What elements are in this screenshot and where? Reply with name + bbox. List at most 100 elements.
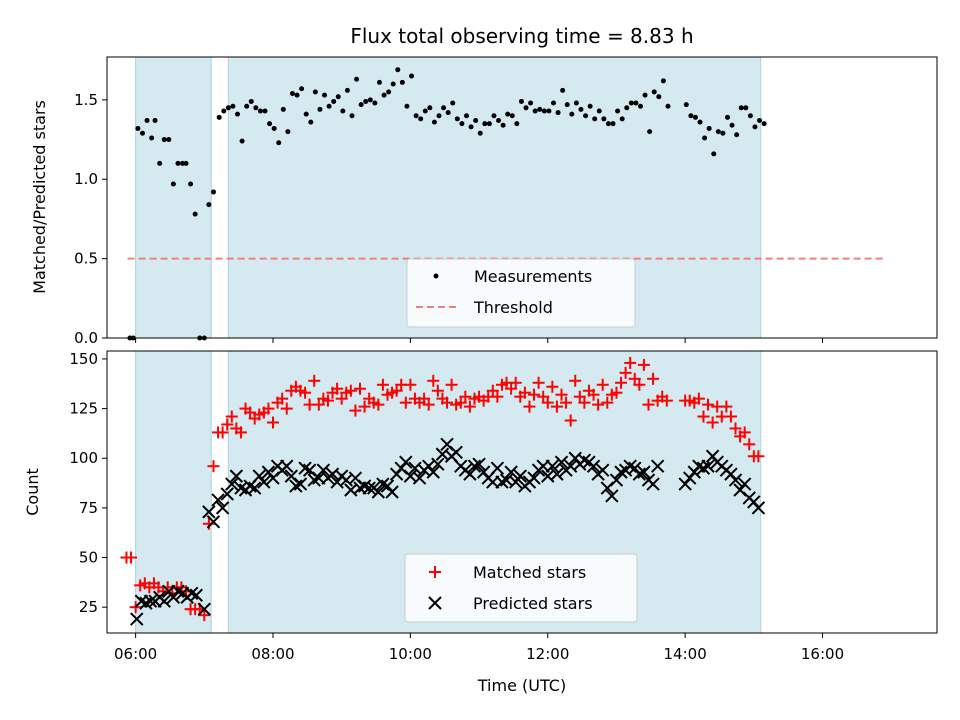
measurement-point bbox=[445, 110, 451, 116]
matched-star-point bbox=[198, 609, 211, 622]
measurement-point bbox=[619, 116, 625, 122]
bottom-y-tick-label: 100 bbox=[69, 449, 98, 467]
measurement-point bbox=[706, 125, 712, 131]
measurement-point bbox=[720, 130, 726, 136]
matched-star-point bbox=[578, 396, 591, 409]
measurement-point bbox=[468, 124, 474, 130]
matched-star-point bbox=[642, 398, 655, 411]
measurement-point bbox=[358, 102, 364, 108]
measurement-point bbox=[349, 113, 355, 119]
top-y-tick-label: 0.0 bbox=[74, 329, 98, 347]
measurement-point bbox=[285, 129, 291, 135]
measurement-point bbox=[308, 119, 314, 125]
predicted-star-point bbox=[605, 489, 619, 503]
measurement-point bbox=[496, 118, 502, 124]
measurement-point bbox=[473, 118, 479, 124]
predicted-star-point bbox=[385, 485, 399, 499]
measurement-point bbox=[216, 114, 222, 120]
measurement-point bbox=[724, 114, 730, 120]
measurement-point bbox=[528, 100, 534, 106]
measurement-point bbox=[555, 110, 561, 116]
measurement-point bbox=[418, 116, 424, 122]
measurement-point bbox=[683, 102, 689, 108]
measurement-point bbox=[500, 122, 506, 128]
top-y-tick-label: 0.5 bbox=[74, 250, 98, 268]
legend-marker-predicted-stars bbox=[428, 596, 442, 610]
matched-star-point bbox=[720, 400, 733, 413]
predicted-star-point bbox=[449, 445, 463, 459]
count-points bbox=[120, 356, 766, 626]
matched-star-point bbox=[321, 394, 334, 407]
predicted-star-point bbox=[650, 459, 665, 473]
bottom-legend: Matched stars Predicted stars bbox=[404, 553, 638, 623]
legend-label-matched-stars: Matched stars bbox=[473, 563, 586, 582]
predicted-star-point bbox=[490, 461, 505, 475]
legend-marker-measurements bbox=[433, 273, 439, 279]
predicted-star-point bbox=[596, 463, 610, 477]
measurement-point bbox=[688, 113, 694, 119]
measurement-point bbox=[436, 113, 442, 119]
measurement-point bbox=[541, 108, 547, 114]
predicted-star-point bbox=[293, 477, 308, 491]
measurement-point bbox=[747, 113, 753, 119]
measurement-point bbox=[660, 78, 666, 84]
measurement-point bbox=[192, 211, 198, 217]
measurement-point bbox=[322, 92, 328, 98]
bottom-y-ticks: 25 50 75 100 125 150 bbox=[69, 350, 107, 616]
predicted-star-point bbox=[185, 586, 199, 600]
measurement-point bbox=[381, 92, 387, 98]
measurement-point bbox=[144, 118, 150, 124]
measurement-point bbox=[367, 97, 373, 103]
measurement-point bbox=[592, 116, 598, 122]
matched-star-point bbox=[569, 374, 582, 387]
predicted-star-point bbox=[646, 477, 660, 491]
measurement-point bbox=[514, 121, 520, 127]
matched-star-point bbox=[463, 400, 476, 413]
x-axis-label: Time (UTC) bbox=[477, 676, 566, 695]
measurement-point bbox=[651, 89, 657, 95]
matched-star-point bbox=[125, 551, 138, 564]
matched-star-point bbox=[592, 398, 605, 411]
matched-star-point bbox=[702, 398, 715, 411]
top-legend-box bbox=[406, 258, 636, 328]
matched-star-point bbox=[610, 386, 623, 399]
predicted-star-point bbox=[316, 463, 331, 477]
measurement-point bbox=[390, 81, 396, 87]
predicted-star-point bbox=[143, 594, 158, 608]
matched-star-point bbox=[518, 386, 531, 399]
matched-star-point bbox=[308, 374, 321, 387]
bottom-y-axis-label: Count bbox=[23, 468, 42, 516]
matched-star-point bbox=[596, 378, 609, 391]
predicted-star-point bbox=[701, 459, 715, 473]
legend-label-predicted-stars: Predicted stars bbox=[473, 594, 593, 613]
measurement-point bbox=[235, 111, 241, 117]
measurement-point bbox=[354, 76, 360, 82]
measurement-point bbox=[532, 108, 538, 114]
measurement-point bbox=[409, 73, 415, 79]
measurement-point bbox=[413, 113, 419, 119]
chart-title: Flux total observing time = 8.83 h bbox=[350, 24, 693, 48]
matched-star-point bbox=[422, 398, 435, 411]
predicted-star-point bbox=[467, 459, 482, 473]
measurement-point bbox=[477, 130, 483, 136]
measurement-point bbox=[441, 105, 447, 111]
predicted-star-point bbox=[637, 465, 651, 479]
measurement-point bbox=[642, 92, 648, 98]
predicted-star-point bbox=[751, 501, 766, 515]
matched-star-point bbox=[743, 438, 756, 451]
measurement-point bbox=[546, 108, 552, 114]
matched-star-point bbox=[637, 358, 650, 371]
x-tick-label: 08:00 bbox=[251, 645, 294, 663]
measurement-point bbox=[560, 87, 566, 93]
measurement-point bbox=[583, 113, 589, 119]
predicted-star-point bbox=[247, 481, 262, 495]
matched-star-point bbox=[587, 388, 600, 401]
predicted-star-point bbox=[371, 485, 386, 499]
measurement-point bbox=[188, 181, 194, 187]
bottom-axes-frame bbox=[106, 350, 938, 634]
measurement-point bbox=[482, 121, 488, 127]
matched-star-point bbox=[729, 422, 742, 435]
measurement-point bbox=[294, 92, 300, 98]
measurement-point bbox=[578, 106, 584, 112]
measurement-point bbox=[633, 100, 639, 106]
